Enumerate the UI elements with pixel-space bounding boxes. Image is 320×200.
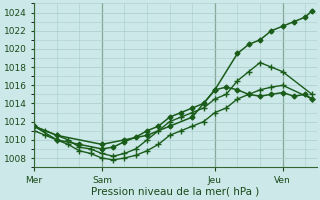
X-axis label: Pression niveau de la mer( hPa ): Pression niveau de la mer( hPa )	[91, 187, 260, 197]
